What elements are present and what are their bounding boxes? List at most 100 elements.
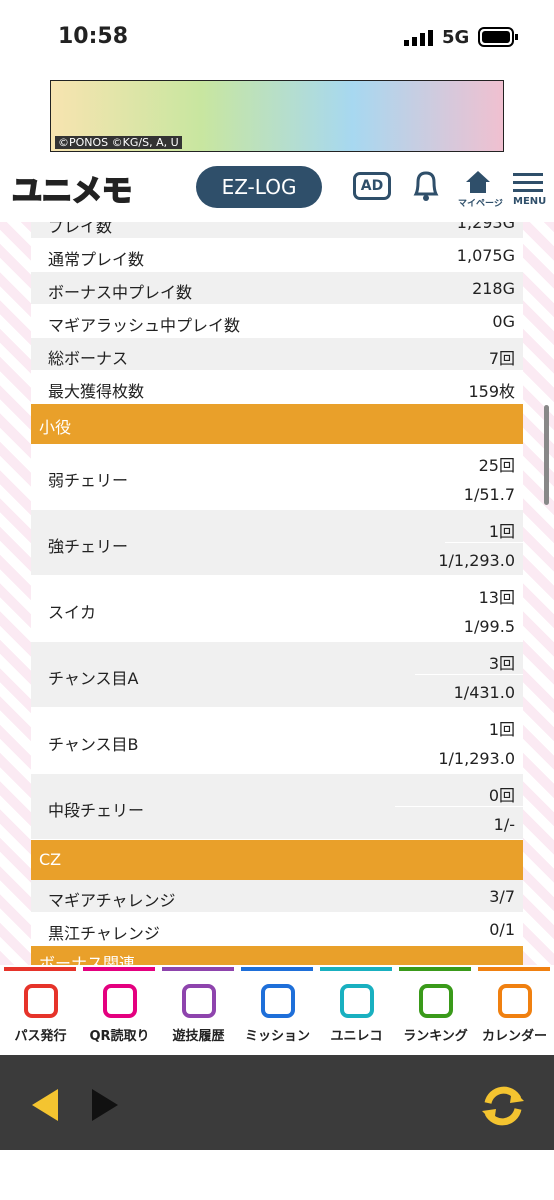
- koyaku-row: 弱チェリー 25回 1/51.7: [31, 444, 523, 510]
- nav-item[interactable]: ユニレコ: [317, 975, 396, 1055]
- row-label: 弱チェリー: [48, 471, 129, 490]
- table-row: プレイ数 1,293G: [31, 222, 523, 239]
- row-value: 1,293G: [456, 222, 515, 232]
- row-divider: [395, 806, 523, 807]
- nav-item[interactable]: QR読取り: [80, 975, 159, 1055]
- nav-label: ユニレコ: [330, 1029, 383, 1044]
- nav-item[interactable]: 遊技履歴: [159, 975, 238, 1055]
- row-label: マギアチャレンジ: [48, 891, 176, 910]
- section-title: 小役: [39, 418, 72, 437]
- nav-stripe: [162, 967, 234, 971]
- koyaku-row: 中段チェリー 0回 1/-: [31, 774, 523, 840]
- nav-stripe: [478, 967, 550, 971]
- row-divider: [445, 542, 523, 543]
- row-label: 最大獲得枚数: [48, 382, 145, 401]
- row-divider: [415, 674, 523, 675]
- ad-banner[interactable]: ©PONOS ©KG/S, A, U: [50, 80, 504, 152]
- section-title: ボーナス関連: [39, 954, 136, 965]
- nav-item[interactable]: パス発行: [1, 975, 80, 1055]
- section-header: 小役: [31, 404, 523, 444]
- table-body: プレイ数 1,293G 通常プレイ数 1,075G ボーナス中プレイ数 218G マギアラッ…: [31, 222, 523, 965]
- nav-icon: [497, 984, 532, 1018]
- signal: [404, 30, 433, 46]
- nav-label: カレンダー: [481, 1029, 547, 1044]
- row-count: 1回: [488, 522, 515, 541]
- side-pattern: [0, 222, 31, 965]
- row-probability: 1/-: [493, 815, 515, 834]
- logo[interactable]: ユニメモ: [11, 173, 133, 210]
- table-row: 通常プレイ数 1,075G: [31, 239, 523, 272]
- nav-item[interactable]: ランキング: [396, 975, 475, 1055]
- bell-icon[interactable]: [410, 168, 442, 204]
- menu-icon[interactable]: [513, 173, 543, 193]
- row-divider: [333, 476, 523, 477]
- nav-label: QR読取り: [89, 1029, 150, 1044]
- row-label: 通常プレイ数: [48, 250, 145, 269]
- row-probability: 1/51.7: [463, 485, 515, 504]
- row-probability: 1/1,293.0: [438, 551, 515, 570]
- row-probability: 1/1,293.0: [438, 749, 515, 768]
- data-table: プレイ数 1,293G 通常プレイ数 1,075G ボーナス中プレイ数 218G マギアラッ…: [31, 222, 523, 965]
- nav-icon: [102, 984, 137, 1018]
- forward-button[interactable]: [90, 1088, 120, 1122]
- battery: [478, 27, 518, 47]
- row-divider: [445, 740, 523, 741]
- menu-label[interactable]: MENU: [513, 196, 547, 207]
- scrollbar: [544, 405, 549, 505]
- row-divider: [265, 608, 523, 609]
- row-probability: 1/99.5: [463, 617, 515, 636]
- nav-label: 遊技履歴: [172, 1029, 225, 1044]
- network: 5G: [442, 27, 470, 48]
- time: 10:58: [58, 24, 129, 49]
- row-count: 1回: [488, 720, 515, 739]
- row-value: 3/7: [489, 887, 515, 906]
- mypage-label[interactable]: マイページ: [458, 199, 503, 209]
- row-label: スイカ: [48, 603, 97, 622]
- row-value: 159枚: [468, 382, 515, 401]
- nav-stripe: [399, 967, 471, 971]
- row-label: 強チェリー: [48, 537, 129, 556]
- koyaku-row: 強チェリー 1回 1/1,293.0: [31, 510, 523, 576]
- ezlog-button[interactable]: EZ-LOG: [196, 166, 322, 208]
- back-button[interactable]: [30, 1088, 60, 1122]
- row-probability: 1/431.0: [453, 683, 515, 702]
- row-value: 218G: [472, 279, 515, 298]
- row-label: チャンス目A: [48, 669, 139, 688]
- nav-icon: [260, 984, 295, 1018]
- nav-item[interactable]: ミッション: [238, 975, 317, 1055]
- nav-item[interactable]: カレンダー: [475, 975, 554, 1055]
- home-icon[interactable]: [465, 170, 491, 194]
- koyaku-row: チャンス目A 3回 1/431.0: [31, 642, 523, 708]
- row-count: 0回: [488, 786, 515, 805]
- ad-button[interactable]: AD: [353, 172, 391, 200]
- row-count: 25回: [478, 456, 515, 475]
- row-label: 中段チェリー: [48, 801, 145, 820]
- nav-icon: [181, 984, 216, 1018]
- row-value: 1,075G: [456, 246, 515, 265]
- table-row: 総ボーナス 7回: [31, 338, 523, 371]
- table-row: マギアチャレンジ 3/7: [31, 880, 523, 913]
- section-title: CZ: [39, 850, 62, 869]
- reload-button[interactable]: [478, 1081, 528, 1131]
- nav-stripe: [83, 967, 155, 971]
- section-header: CZ: [31, 840, 523, 880]
- table-row: マギアラッシュ中プレイ数 0G: [31, 305, 523, 338]
- row-label: ボーナス中プレイ数: [48, 283, 193, 302]
- row-label: チャンス目B: [48, 735, 139, 754]
- row-label: 黒江チャレンジ: [48, 924, 160, 943]
- nav-label: ミッション: [244, 1029, 310, 1044]
- koyaku-row: スイカ 13回 1/99.5: [31, 576, 523, 642]
- row-value: 7回: [488, 349, 515, 368]
- row-count: 13回: [478, 588, 515, 607]
- table-row: ボーナス中プレイ数 218G: [31, 272, 523, 305]
- nav-label: ランキング: [403, 1029, 468, 1044]
- nav-stripe: [241, 967, 313, 971]
- table-row: 黒江チャレンジ 0/1: [31, 913, 523, 946]
- nav-label: パス発行: [14, 1029, 67, 1044]
- row-label: マギアラッシュ中プレイ数: [48, 316, 241, 335]
- nav-icon: [418, 984, 453, 1018]
- row-label: プレイ数: [48, 222, 113, 236]
- nav-icon: [23, 984, 58, 1018]
- nav-stripe: [320, 967, 392, 971]
